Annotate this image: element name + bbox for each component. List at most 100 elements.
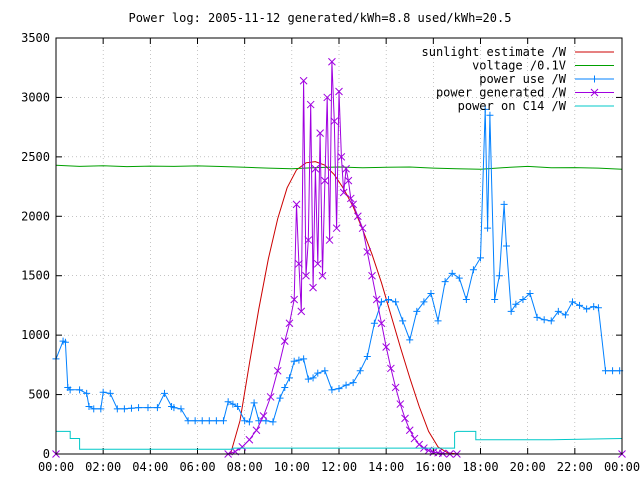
data-point <box>320 176 329 185</box>
data-point <box>245 435 254 444</box>
x-tick-label: 00:00 <box>604 460 640 474</box>
legend-label: sunlight estimate /W <box>422 45 567 59</box>
series-1 <box>55 164 623 170</box>
data-point <box>540 316 548 324</box>
data-point <box>519 295 527 303</box>
x-tick-label: 18:00 <box>462 460 498 474</box>
data-point <box>120 405 128 413</box>
data-point <box>372 295 381 304</box>
y-tick-label: 3500 <box>21 31 50 45</box>
data-point <box>526 290 534 298</box>
data-point <box>299 76 308 85</box>
data-point <box>266 393 275 401</box>
data-point <box>285 319 294 328</box>
x-tick-label: 16:00 <box>415 460 451 474</box>
data-point <box>113 405 121 413</box>
data-point <box>292 200 301 209</box>
x-axis-ticks: 00:00 02:00 04:00 06:00 08:00 10:00 12:00 14:00… <box>38 38 640 474</box>
data-point <box>486 111 494 119</box>
data-point <box>219 417 227 425</box>
x-tick-label: 10:00 <box>274 460 310 474</box>
data-point <box>191 417 199 425</box>
series-3 <box>52 57 626 458</box>
legend-item: sunlight estimate /W <box>422 45 614 59</box>
data-point <box>97 405 105 413</box>
legend-label: power use /W <box>479 72 566 86</box>
data-point <box>441 278 449 286</box>
data-point <box>495 272 503 280</box>
data-point <box>259 412 268 420</box>
data-point <box>302 271 310 280</box>
data-point <box>273 366 282 375</box>
data-point <box>335 87 343 96</box>
data-point <box>377 319 386 328</box>
series-2 <box>52 105 624 426</box>
data-point <box>477 254 484 262</box>
data-point <box>512 300 520 308</box>
x-tick-label: 12:00 <box>321 460 357 474</box>
data-point <box>533 313 541 321</box>
data-point <box>420 298 428 306</box>
data-point <box>363 248 372 256</box>
data-point <box>349 379 357 387</box>
data-point <box>382 343 391 351</box>
data-point <box>370 319 378 327</box>
data-point <box>484 224 492 232</box>
series-line <box>55 164 623 170</box>
legend-item: power generated /W <box>436 86 614 100</box>
grid <box>56 38 622 454</box>
data-point <box>349 200 358 209</box>
data-point <box>304 236 313 244</box>
y-tick-label: 2000 <box>21 209 50 223</box>
x-tick-label: 20:00 <box>510 460 546 474</box>
data-point <box>85 402 93 410</box>
x-tick-label: 06:00 <box>179 460 215 474</box>
legend-marker <box>590 88 599 97</box>
data-point <box>401 414 409 423</box>
data-point <box>385 295 393 303</box>
data-point <box>500 200 508 208</box>
legend-item: voltage /0.1V <box>472 59 614 73</box>
data-point <box>269 418 277 426</box>
x-tick-label: 04:00 <box>132 460 168 474</box>
x-tick-label: 02:00 <box>85 460 121 474</box>
data-point <box>212 417 220 425</box>
x-tick-label: 14:00 <box>368 460 404 474</box>
data-point <box>316 129 324 137</box>
data-point <box>198 417 206 425</box>
data-point <box>462 295 470 303</box>
data-series <box>52 57 626 458</box>
data-point <box>290 295 299 304</box>
data-point <box>583 305 591 313</box>
data-point <box>342 381 350 389</box>
data-point <box>594 304 602 312</box>
y-tick-label: 500 <box>28 388 50 402</box>
data-point <box>346 194 355 203</box>
data-point <box>127 404 135 412</box>
x-tick-label: 00:00 <box>38 460 74 474</box>
data-point <box>250 399 258 407</box>
data-point <box>448 269 456 277</box>
data-point <box>61 338 69 346</box>
data-point <box>311 164 320 173</box>
data-point <box>576 301 584 309</box>
data-point <box>399 317 407 325</box>
data-point <box>285 374 293 382</box>
data-point <box>297 307 306 316</box>
data-point <box>396 400 405 408</box>
data-point <box>295 356 303 364</box>
data-point <box>205 417 213 425</box>
data-point <box>245 418 253 426</box>
data-point <box>328 386 336 394</box>
data-point <box>601 367 609 375</box>
data-point <box>177 405 185 413</box>
data-point <box>387 364 395 373</box>
data-point <box>358 224 367 233</box>
data-point <box>392 298 400 306</box>
data-point <box>342 164 350 173</box>
y-tick-label: 1000 <box>21 328 50 342</box>
legend-label: power on C14 /W <box>458 99 567 113</box>
data-point <box>469 266 477 274</box>
data-point <box>153 404 161 412</box>
data-point <box>328 57 336 66</box>
